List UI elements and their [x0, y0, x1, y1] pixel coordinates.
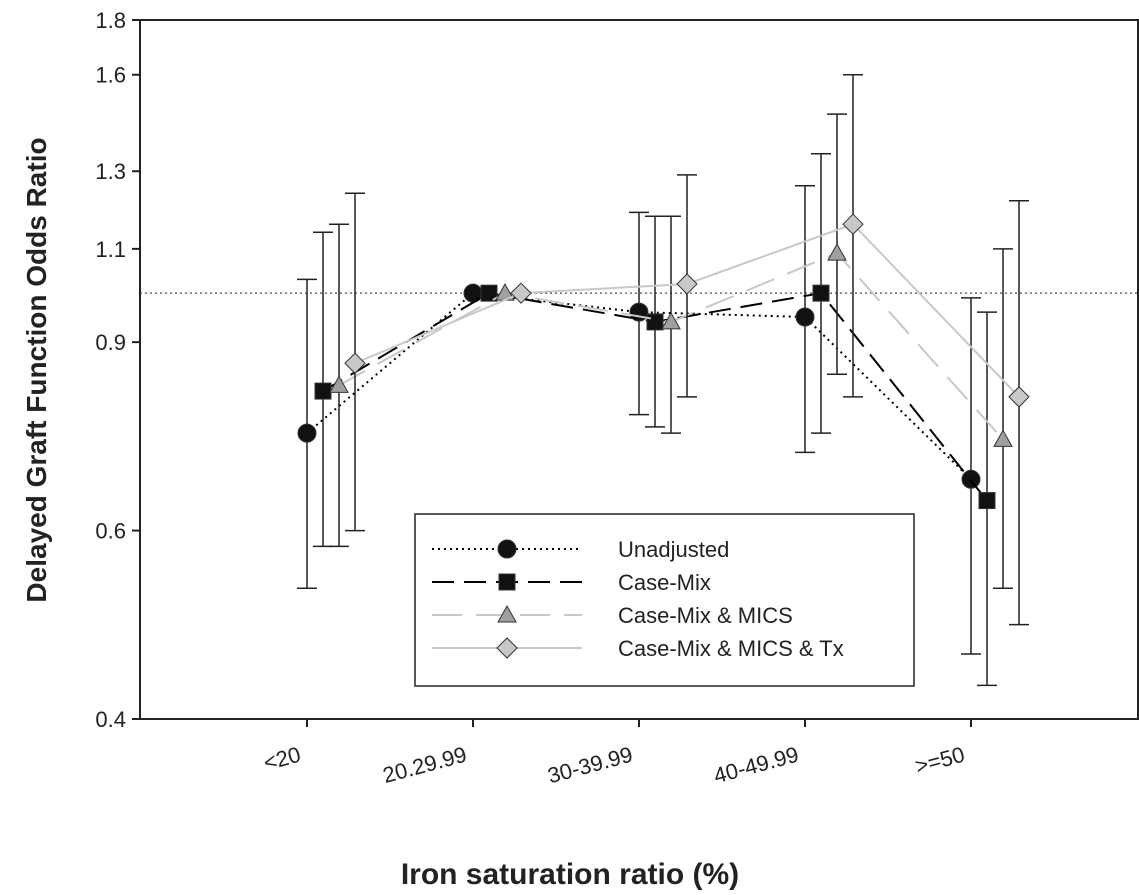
- series: [297, 185, 981, 655]
- error-bar: [1009, 200, 1029, 626]
- point: [297, 423, 317, 443]
- legend: Unadjusted Case-Mix Case-Mix & MICS Case-Mi…: [414, 513, 915, 687]
- x-tick-label: 40-49.99: [711, 742, 801, 789]
- y-tick-label: 0.9: [95, 330, 126, 355]
- series: [344, 73, 1030, 626]
- legend-marker: [497, 539, 517, 559]
- point: [827, 243, 847, 261]
- y-tick-label: 1.6: [95, 63, 126, 88]
- series: [329, 113, 1013, 589]
- error-bar: [993, 248, 1013, 589]
- point: [646, 313, 664, 331]
- legend-marker: [497, 604, 517, 623]
- point: [993, 429, 1013, 447]
- y-axis-label: Delayed Graft Function Odds Ratio: [21, 137, 52, 602]
- legend-marker: [496, 637, 518, 659]
- y-tick-label: 0.4: [95, 707, 126, 732]
- x-tick-label: 20.29.99: [380, 742, 469, 788]
- x-tick-label: >=50: [912, 742, 967, 779]
- error-bar: [843, 73, 863, 398]
- legend-label: Case-Mix: [618, 570, 711, 595]
- legend-box: [414, 513, 915, 687]
- legend-label: Case-Mix & MICS & Tx: [618, 636, 844, 661]
- point: [314, 382, 332, 400]
- legend-marker: [498, 573, 516, 591]
- point: [1008, 386, 1030, 408]
- y-tick-label: 1.8: [95, 8, 126, 33]
- point: [842, 213, 864, 235]
- point: [480, 284, 498, 302]
- point: [661, 311, 681, 330]
- legend-label: Case-Mix & MICS: [618, 603, 793, 628]
- series: [313, 152, 997, 687]
- legend-label: Unadjusted: [618, 537, 729, 562]
- point: [510, 282, 532, 304]
- y-tick-label: 1.1: [95, 237, 126, 262]
- x-axis-label: Iron saturation ratio (%): [401, 858, 739, 891]
- x-tick-label: <20: [261, 742, 304, 776]
- point: [676, 273, 698, 295]
- y-tick-label: 0.6: [95, 519, 126, 544]
- x-tick-label: 30-39.99: [545, 742, 635, 789]
- point: [812, 284, 830, 302]
- point: [344, 352, 366, 374]
- point: [329, 375, 349, 393]
- point: [978, 492, 996, 510]
- y-tick-label: 1.3: [95, 159, 126, 184]
- point: [795, 307, 815, 327]
